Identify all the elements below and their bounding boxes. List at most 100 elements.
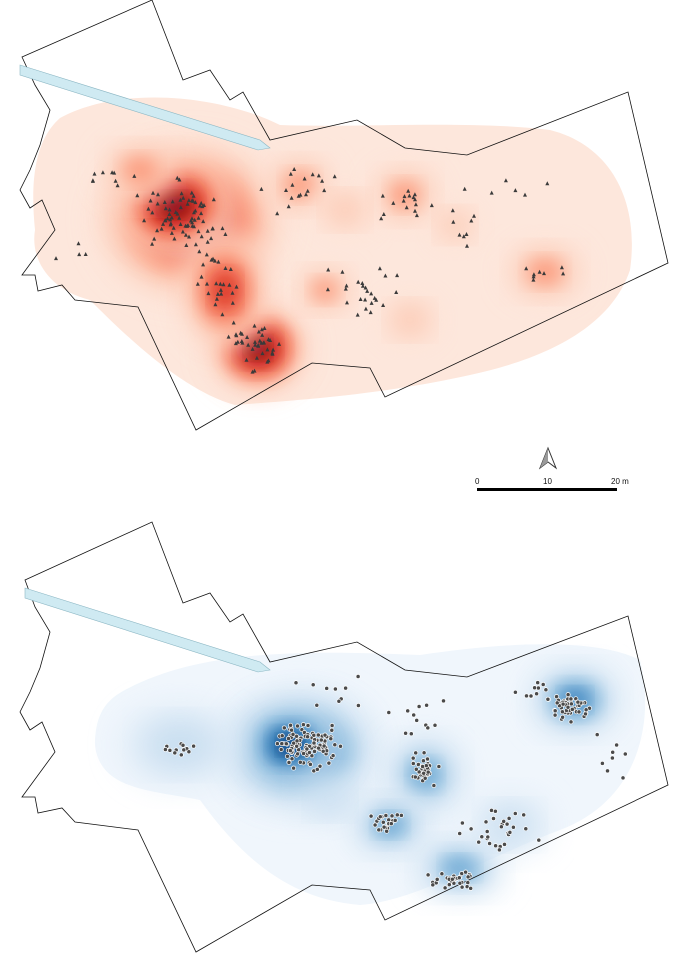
north-arrow-icon xyxy=(538,446,558,470)
triangle-point xyxy=(221,282,226,287)
triangle-point xyxy=(462,186,467,191)
triangle-point xyxy=(172,236,177,241)
triangle-point xyxy=(230,300,235,305)
circle-point xyxy=(287,748,293,754)
triangle-point xyxy=(196,215,201,220)
circle-point xyxy=(336,698,342,704)
triangle-point xyxy=(413,208,417,213)
circle-point xyxy=(413,766,419,772)
circle-point xyxy=(295,723,300,729)
triangle-point xyxy=(545,181,550,186)
triangle-point xyxy=(190,220,195,225)
circle-point xyxy=(178,752,184,758)
triangle-point xyxy=(205,239,210,244)
triangle-point xyxy=(464,232,469,236)
triangle-point xyxy=(209,236,214,241)
triangle-point xyxy=(135,193,140,198)
density-blob xyxy=(327,195,363,225)
triangle-point xyxy=(204,252,209,257)
circle-point xyxy=(372,822,378,828)
circle-point xyxy=(483,819,489,825)
circle-point xyxy=(568,696,574,702)
circle-point xyxy=(456,875,462,881)
circle-point xyxy=(485,834,491,840)
triangle-point xyxy=(228,267,233,271)
circle-point xyxy=(507,829,513,835)
circle-point xyxy=(568,701,574,707)
triangle-point xyxy=(184,243,189,247)
triangle-point xyxy=(411,195,416,200)
circle-point xyxy=(504,821,510,827)
triangle-point xyxy=(219,291,224,296)
circle-point xyxy=(463,869,469,875)
triangle-point xyxy=(201,219,206,224)
triangle-point xyxy=(192,224,196,229)
circle-point xyxy=(465,880,471,886)
circle-point xyxy=(512,689,518,695)
triangle-point xyxy=(531,272,536,277)
circle-point xyxy=(421,770,427,776)
triangle-point xyxy=(192,217,197,222)
circle-point xyxy=(283,741,289,747)
triangle-point xyxy=(381,303,386,307)
circle-point xyxy=(620,775,626,781)
circle-point xyxy=(512,811,518,816)
triangle-point xyxy=(206,291,211,296)
scale-bar-line xyxy=(477,488,617,491)
circle-point xyxy=(279,741,285,747)
circle-point xyxy=(338,743,343,749)
circle-point xyxy=(599,760,605,766)
triangle-point xyxy=(265,347,270,352)
triangle-point xyxy=(190,198,195,203)
circle-point xyxy=(181,747,187,753)
triangle-point xyxy=(231,320,236,325)
circle-point xyxy=(368,813,374,819)
density-blob xyxy=(122,157,158,183)
circle-point xyxy=(622,751,628,757)
circle-point xyxy=(496,847,502,853)
circle-point xyxy=(297,759,303,765)
circle-point xyxy=(324,685,330,691)
triangle-point xyxy=(155,201,160,206)
site-boundary-top xyxy=(19,0,669,431)
triangle-point xyxy=(196,229,201,234)
circle-point xyxy=(410,755,416,761)
circle-point xyxy=(310,682,316,688)
circle-point xyxy=(479,834,485,840)
triangle-point xyxy=(150,241,155,246)
circle-point xyxy=(487,841,493,846)
circle-point xyxy=(442,885,448,891)
circle-point xyxy=(536,837,542,843)
scale-label-0: 0 xyxy=(475,477,480,486)
triangle-point xyxy=(161,221,166,226)
triangle-point xyxy=(183,232,188,237)
triangle-point xyxy=(523,192,527,197)
triangle-point xyxy=(326,267,331,272)
triangle-point xyxy=(559,265,564,270)
triangle-point xyxy=(246,342,251,347)
triangle-point xyxy=(170,199,175,204)
circle-point xyxy=(425,725,431,731)
triangle-point xyxy=(472,213,476,218)
triangle-point xyxy=(531,274,536,279)
triangle-point xyxy=(340,269,345,274)
triangle-point xyxy=(235,339,240,344)
circle-point xyxy=(439,871,445,877)
circle-point xyxy=(295,751,301,757)
circle-point xyxy=(425,872,431,878)
triangle-point xyxy=(178,222,183,226)
circle-point xyxy=(528,693,534,699)
circle-point xyxy=(446,882,452,888)
triangle-point xyxy=(90,178,95,183)
triangle-point xyxy=(230,290,235,295)
triangle-point xyxy=(152,236,157,241)
triangle-point xyxy=(220,226,225,231)
circle-point xyxy=(534,691,540,697)
triangle-point xyxy=(360,281,365,285)
triangle-point xyxy=(195,281,200,286)
circle-point xyxy=(290,731,296,737)
scale-label-10: 10 xyxy=(543,477,552,486)
circle-point xyxy=(300,722,306,728)
triangle-point xyxy=(256,343,261,347)
density-blob xyxy=(312,279,338,301)
